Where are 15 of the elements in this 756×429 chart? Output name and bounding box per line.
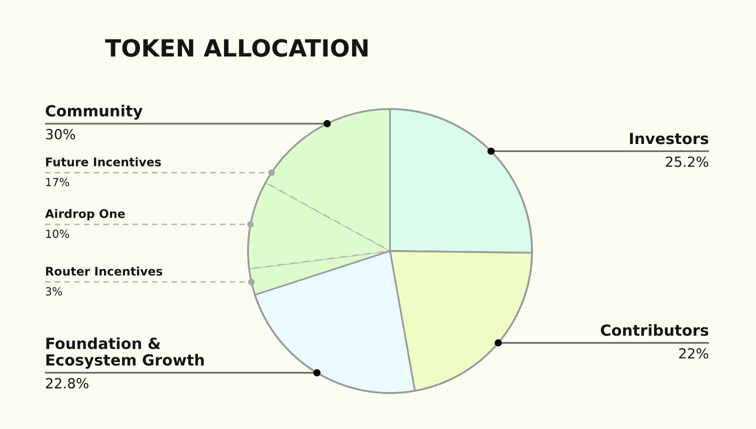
slice-label: Future Incentives [46, 157, 161, 166]
data-label: 3% [46, 287, 62, 296]
data-label: 25.2% [666, 156, 708, 167]
slice-label: Router Incentives [46, 266, 162, 276]
slice-label: Contributors [600, 324, 708, 336]
slice-label: Foundation & Ecosystem Growth [46, 337, 204, 369]
text: 30% [46, 128, 76, 140]
chart-title: TOKEN ALLOCATION [105, 38, 368, 57]
data-label: 22.8% [46, 378, 88, 389]
slice-label: Airdrop One [45, 208, 125, 220]
data-label: 10% [46, 230, 70, 238]
text: Community [46, 104, 143, 120]
slice-label: Investors [630, 132, 708, 144]
data-label: 17% [46, 178, 70, 186]
data-label: 22% [679, 348, 708, 359]
